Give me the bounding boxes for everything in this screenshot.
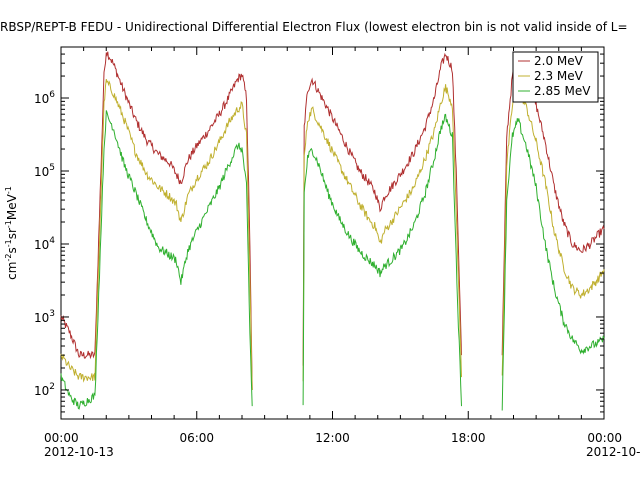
series-line-9 [501,118,605,411]
x-tick-label: 00:00 [587,431,622,445]
series-line-5 [302,84,462,382]
x-tick-date: 2012-10-14 [586,445,640,459]
x-tick-label: 18:00 [451,431,486,445]
y-tick-label: 104 [34,236,55,252]
series-line-1 [60,51,253,391]
y-axis-label: cm-2s-1sr-1MeV-1 [4,186,19,280]
y-axis: 102 103 104 105 106 [34,46,604,420]
legend-label: 2.3 MeV [534,69,584,83]
x-tick-date: 2012-10-13 [44,445,114,459]
x-tick-label: 12:00 [315,431,350,445]
chart-title: RBSP/REPT-B FEDU - Unidirectional Differ… [0,20,628,34]
y-tick-label: 106 [34,90,55,106]
plot-area [60,46,605,420]
x-tick-label: 06:00 [179,431,214,445]
x-tick-label: 00:00 [44,431,79,445]
legend-label: 2.0 MeV [534,54,584,68]
y-tick-label: 103 [34,309,55,325]
series-line-4 [60,78,253,391]
series-line-8 [302,113,462,407]
y-tick-label: 102 [34,382,55,398]
series-line-2 [302,52,462,366]
series-line-7 [60,110,253,410]
legend-box [512,51,599,103]
legend-label: 2.85 MeV [534,84,591,98]
y-tick-label: 105 [34,163,55,179]
